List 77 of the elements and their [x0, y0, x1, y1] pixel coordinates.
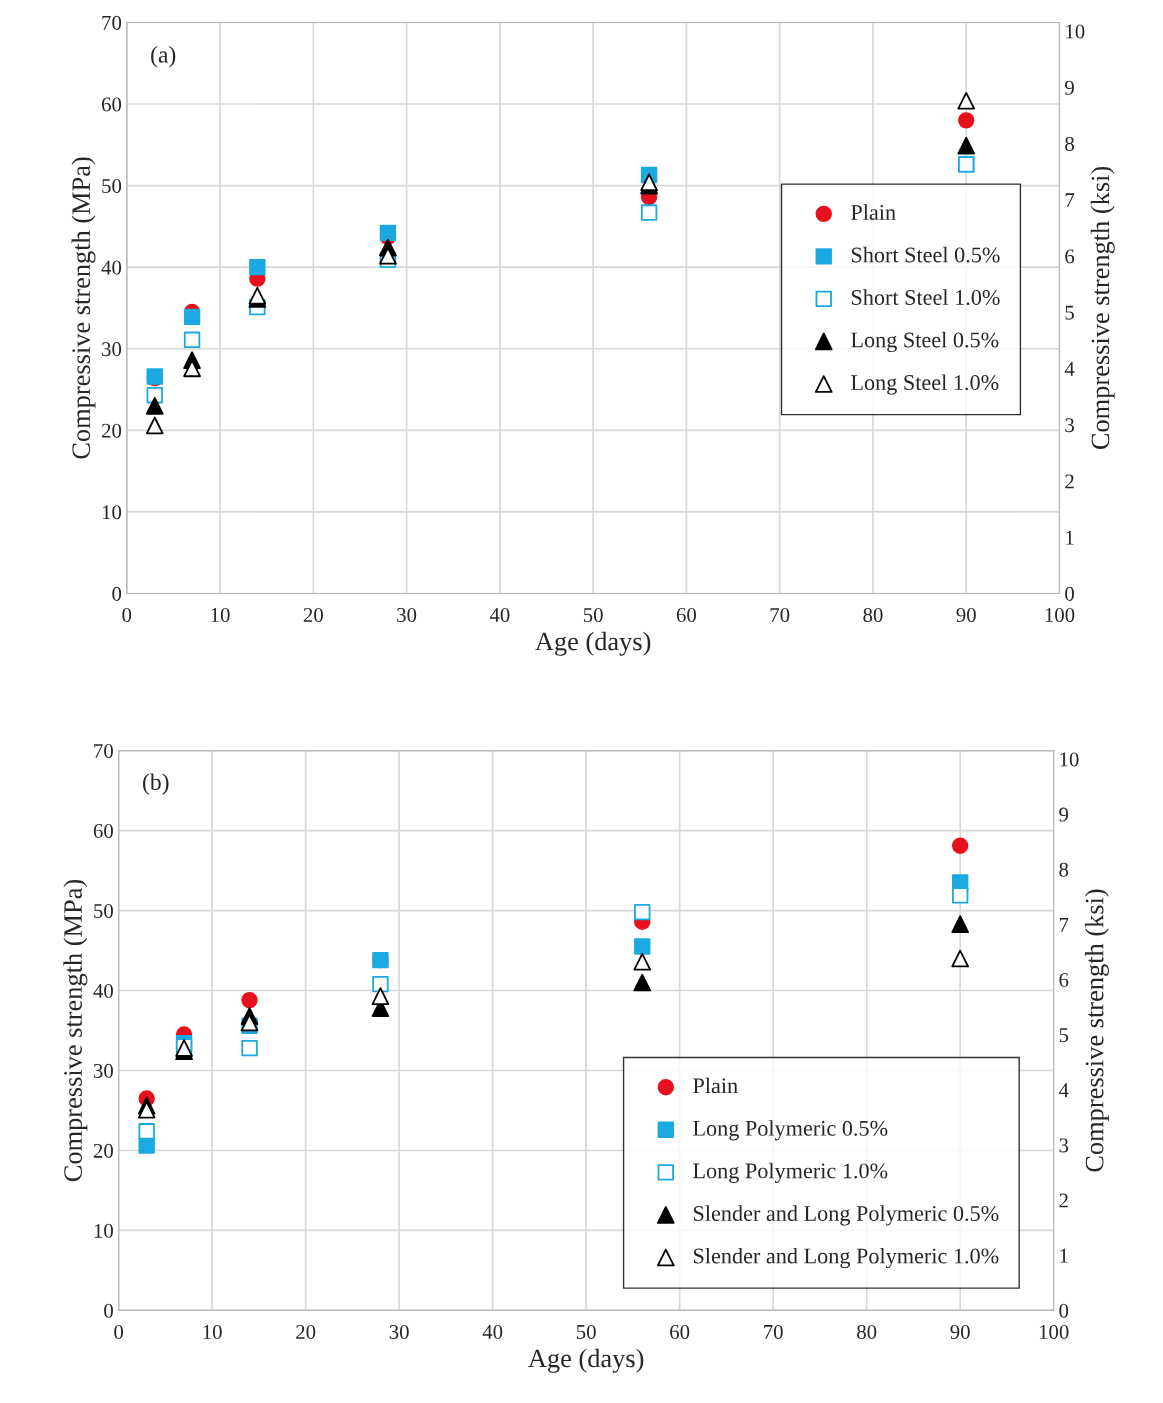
y-tick-label: 40: [93, 983, 113, 998]
legend-label: Plain: [693, 1077, 738, 1094]
y2-tick-label: 5: [1065, 305, 1074, 320]
x-tick-label: 40: [489, 607, 510, 623]
y2-tick-label: 1: [1066, 530, 1074, 545]
y2-tick-label: 8: [1065, 136, 1074, 151]
y2-tick-label: 9: [1059, 807, 1069, 822]
y-tick-label: 70: [94, 743, 113, 759]
legend-label: Slender and Long Polymeric 1.0%: [693, 1247, 999, 1269]
legend-label: Long Steel 0.5%: [851, 331, 999, 353]
y-tick-label: 60: [101, 97, 122, 112]
y2-tick-label: 3: [1059, 1138, 1069, 1153]
y2-tick-label: 4: [1058, 1083, 1069, 1098]
x-tick-label: 0: [122, 607, 132, 623]
y2-tick-label: 8: [1059, 862, 1069, 877]
legend-label: Long Polymeric 1.0%: [693, 1162, 888, 1183]
y2-tick-label: 9: [1065, 80, 1074, 95]
x-tick-label: 90: [956, 607, 976, 623]
legend-label: Slender and Long Polymeric 0.5%: [693, 1205, 999, 1226]
y-tick-label: 70: [102, 15, 122, 30]
x-tick-label: 100: [1039, 1324, 1069, 1339]
x-tick-label: 40: [482, 1324, 503, 1339]
x-tick-label: 100: [1045, 607, 1075, 623]
y2-axis-title: Compressive strength (ksi): [1090, 166, 1115, 450]
y2-tick-label: 10: [1066, 24, 1085, 39]
x-tick-label: 20: [296, 1324, 316, 1339]
y2-tick-label: 6: [1065, 249, 1075, 264]
y2-tick-label: 4: [1064, 362, 1075, 376]
x-tick-label: 30: [389, 1324, 409, 1339]
legend-label: Plain: [851, 204, 896, 220]
x-tick-label: 10: [211, 607, 230, 623]
legend-label: Long Polymeric 0.5%: [693, 1120, 888, 1141]
y-axis-title: Compressive strength (MPa): [71, 157, 96, 459]
y2-tick-label: 2: [1059, 1193, 1068, 1208]
y2-tick-label: 5: [1059, 1028, 1069, 1043]
legend-label: Short Steel 1.0%: [851, 289, 1000, 306]
y-tick-label: 10: [102, 505, 122, 520]
y2-tick-label: 6: [1059, 973, 1069, 988]
y2-tick-label: 0: [1059, 1303, 1069, 1318]
y-tick-label: 40: [101, 260, 122, 275]
x-tick-label: 20: [303, 607, 323, 623]
x-tick-label: 30: [397, 607, 417, 623]
y-tick-label: 30: [93, 1063, 113, 1078]
y-tick-label: 0: [104, 1303, 113, 1318]
x-tick-label: 80: [863, 607, 883, 623]
x-axis-title: Age (days): [535, 631, 651, 656]
legend-label: Short Steel 0.5%: [851, 246, 1000, 263]
y-tick-label: 20: [101, 423, 122, 438]
y-tick-label: 60: [93, 823, 113, 839]
y-tick-label: 20: [93, 1143, 113, 1158]
y2-axis-title: Compressive strength (ksi): [1084, 889, 1109, 1172]
legend-label: Long Steel 1.0%: [851, 374, 999, 395]
x-tick-label: 10: [203, 1324, 222, 1339]
y2-tick-label: 0: [1065, 586, 1074, 601]
y2-tick-label: 10: [1060, 752, 1079, 767]
y-tick-label: 0: [112, 586, 122, 601]
x-tick-label: 50: [576, 1324, 596, 1339]
x-tick-label: 80: [857, 1324, 877, 1339]
x-tick-label: 90: [950, 1324, 970, 1339]
y-tick-label: 50: [94, 903, 113, 918]
y2-tick-label: 2: [1065, 474, 1074, 489]
y2-tick-label: 3: [1065, 418, 1074, 433]
x-tick-label: 70: [764, 1324, 783, 1339]
y-tick-label: 50: [102, 178, 122, 194]
x-tick-label: 50: [583, 607, 603, 623]
x-axis-title: Age (days): [528, 1348, 644, 1373]
y-axis-title: Compressive strength (MPa): [63, 879, 88, 1182]
annotation: (a): [151, 46, 176, 68]
y2-tick-label: 7: [1065, 193, 1075, 208]
x-tick-label: 70: [770, 607, 790, 623]
y2-tick-label: 1: [1060, 1248, 1068, 1263]
x-tick-label: 60: [670, 1324, 690, 1339]
y-tick-label: 10: [94, 1223, 113, 1238]
annotation: (b): [143, 773, 169, 795]
y2-tick-label: 7: [1059, 918, 1069, 932]
y-tick-label: 30: [102, 342, 122, 357]
x-tick-label: 60: [676, 607, 697, 623]
